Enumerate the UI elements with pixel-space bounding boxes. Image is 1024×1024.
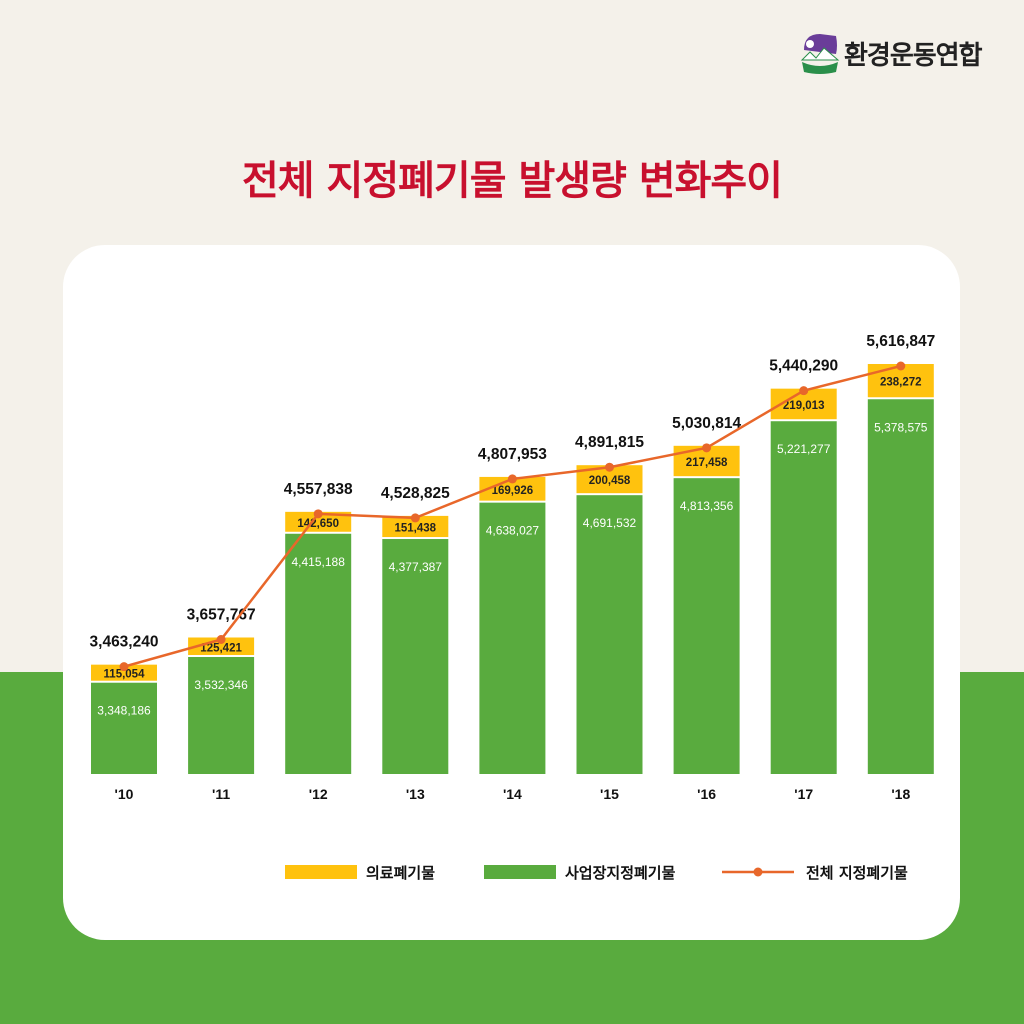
bar-industrial [91,682,157,774]
label-total: 5,440,290 [769,358,838,375]
bar-industrial [673,478,740,774]
label-industrial: 3,348,186 [97,704,151,718]
x-tick-label: '16 [697,786,716,802]
line-point [605,462,614,472]
legend-swatch-industrial [484,865,556,879]
page-title: 전체 지정폐기물 발생량 변화추이 [242,158,783,204]
x-tick-label: '10 [115,786,134,802]
bar-medical [382,515,449,538]
label-total: 4,891,815 [575,434,644,451]
label-industrial: 5,221,277 [777,442,831,456]
x-tick-label: '13 [406,786,425,802]
label-total: 5,030,814 [672,415,741,432]
line-point [216,634,226,644]
legend-swatch-medical [285,865,357,879]
line-point [799,386,809,396]
x-tick-label: '15 [600,786,619,802]
label-total: 3,463,240 [90,634,159,651]
label-industrial: 4,638,027 [486,524,540,538]
label-medical: 142,650 [297,518,339,530]
bar-industrial [479,502,546,774]
label-total: 4,557,838 [284,481,353,498]
bar-industrial [382,539,449,774]
bar-industrial [285,533,352,774]
label-industrial: 4,813,356 [680,499,734,513]
bar-medical [285,511,352,532]
logo-mountain-icon [800,34,840,74]
label-total: 4,807,953 [478,446,547,463]
label-industrial: 5,378,575 [874,420,928,434]
line-point [702,443,712,453]
bar-industrial [867,399,934,774]
legend-point-total [753,867,763,877]
bar-industrial [188,657,255,774]
legend-label-total: 전체 지정폐기물 [806,864,908,882]
x-tick-label: '11 [212,786,230,802]
label-industrial: 4,377,387 [389,560,443,574]
line-point [896,361,906,371]
legend-label-medical: 의료폐기물 [366,864,435,882]
label-medical: 151,438 [395,522,437,534]
label-industrial: 4,691,532 [583,516,637,530]
label-medical: 238,272 [880,377,922,389]
label-total: 3,657,767 [187,606,256,623]
label-industrial: 3,532,346 [194,678,248,692]
label-total: 5,616,847 [866,333,935,350]
line-point [507,474,517,484]
line-point [313,509,323,519]
bar-medical [188,637,255,656]
label-medical: 219,013 [783,400,825,412]
bar-medical [91,664,157,681]
line-point [119,662,129,672]
bar-industrial [770,421,837,774]
x-tick-label: '18 [891,786,910,802]
legend-label-industrial: 사업장지정폐기물 [565,864,676,882]
label-medical: 200,458 [589,475,631,487]
label-medical: 169,926 [492,485,534,497]
label-medical: 217,458 [686,457,728,469]
x-tick-label: '12 [309,786,328,802]
bar-industrial [576,495,643,774]
bar-medical [479,476,546,501]
label-industrial: 4,415,188 [292,555,346,569]
label-medical: 115,054 [104,669,146,681]
x-tick-label: '14 [503,786,522,802]
logo: 환경운동연합 [800,30,983,76]
label-total: 4,528,825 [381,485,450,502]
x-tick-label: '17 [794,786,813,802]
line-point [410,513,420,523]
logo-text: 환경운동연합 [844,40,983,71]
label-medical: 125,421 [200,642,242,654]
